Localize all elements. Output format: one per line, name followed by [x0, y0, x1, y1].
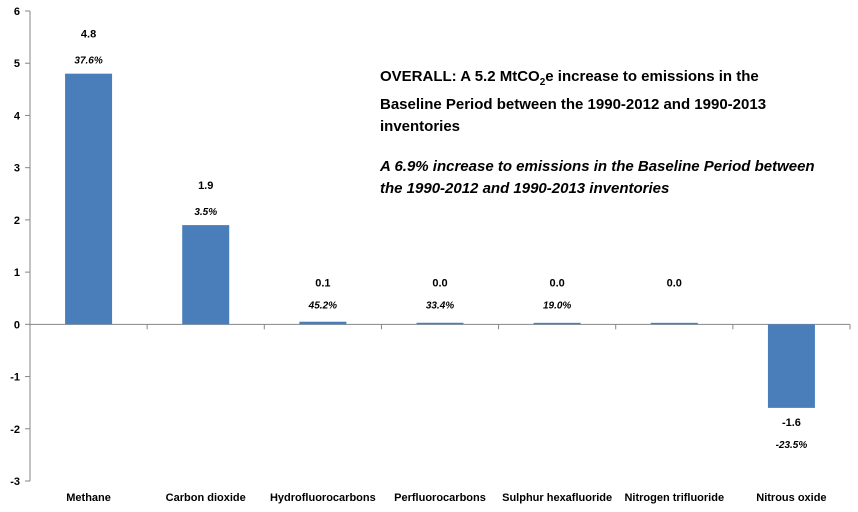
category-label: Sulphur hexafluoride: [502, 492, 612, 504]
category-label: Perfluorocarbons: [394, 492, 486, 504]
bar-methane: [65, 73, 113, 325]
chart-annotation: OVERALL: A 5.2 MtCO2e increase to emissi…: [380, 66, 820, 200]
value-label: 0.1: [315, 277, 330, 289]
bar-perfluorocarbons: [416, 322, 464, 325]
value-label: 0.0: [549, 277, 564, 289]
y-tick-label: -2: [10, 424, 20, 436]
percent-note: A 6.9% increase to emissions in the Base…: [380, 158, 815, 197]
percent-label: 45.2%: [308, 300, 337, 311]
y-tick-label: 2: [14, 215, 20, 227]
y-tick-label: 1: [14, 267, 20, 279]
category-label: Nitrogen trifluoride: [624, 492, 724, 504]
bar-nitrogen-trifluoride: [650, 322, 698, 325]
value-label: 1.9: [198, 180, 213, 192]
overall-note-prefix: OVERALL: A 5.2 MtCO: [380, 68, 540, 85]
y-tick-label: 0: [14, 319, 20, 331]
category-label: Hydrofluorocarbons: [270, 492, 376, 504]
bar-carbon-dioxide: [182, 225, 230, 325]
category-label: Carbon dioxide: [166, 492, 246, 504]
y-tick-label: 6: [14, 6, 20, 18]
overall-note: OVERALL: A 5.2 MtCO2e increase to emissi…: [380, 66, 820, 138]
percent-label: 33.4%: [426, 300, 454, 311]
y-tick-label: 4: [14, 110, 21, 122]
category-label: Nitrous oxide: [756, 492, 826, 504]
value-label: 0.0: [432, 277, 447, 289]
y-tick-label: 3: [14, 163, 20, 175]
bar-nitrous-oxide: [767, 324, 815, 408]
bar-hydrofluorocarbons: [299, 321, 347, 325]
percent-label: 3.5%: [194, 207, 217, 218]
y-tick-label: -3: [10, 476, 20, 488]
value-label: 0.0: [667, 277, 682, 289]
value-label: -1.6: [782, 417, 801, 429]
category-label: Methane: [66, 492, 111, 504]
percent-label: 19.0%: [543, 300, 571, 311]
value-label: 4.8: [81, 29, 96, 41]
y-tick-label: 5: [14, 58, 20, 70]
percent-label: -23.5%: [776, 440, 808, 451]
overall-note-subscript: 2: [539, 77, 546, 88]
bar-sulphur-hexafluoride: [533, 322, 581, 325]
overall-note-suffix: e increase to emissions in the Baseline …: [380, 68, 767, 135]
y-tick-label: -1: [10, 372, 20, 384]
percent-label: 37.6%: [74, 56, 102, 67]
